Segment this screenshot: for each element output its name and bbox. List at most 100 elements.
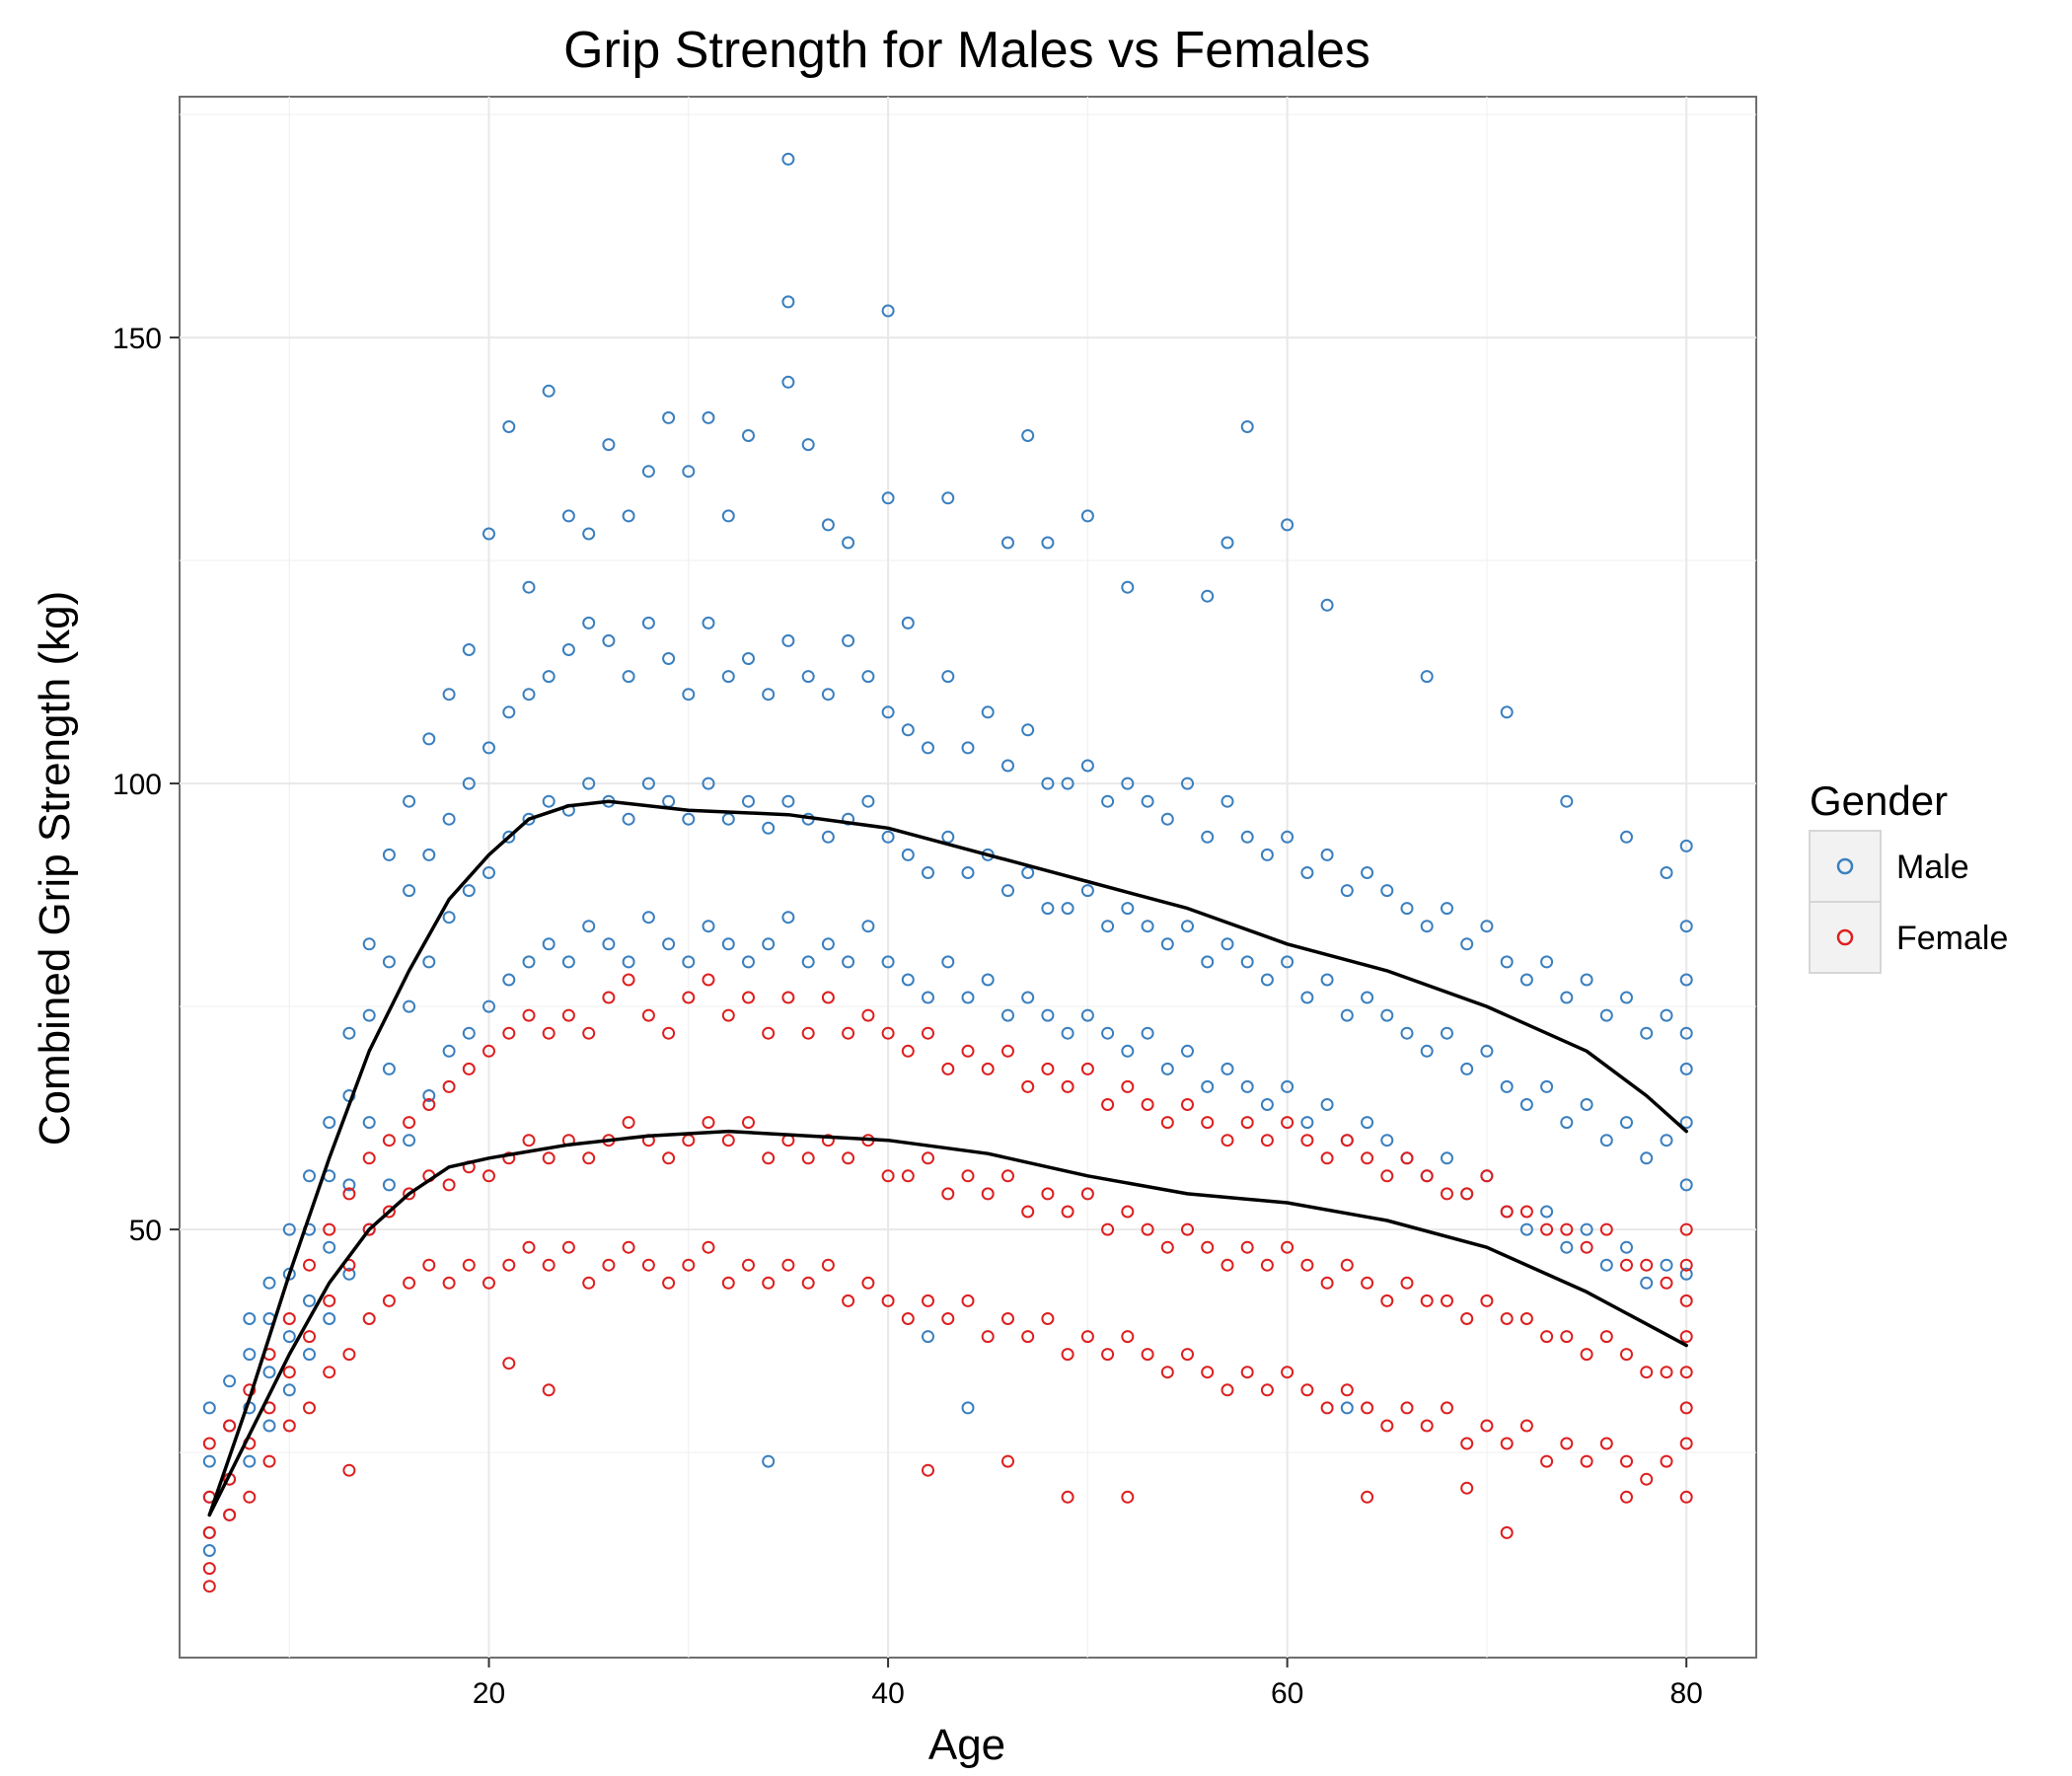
female-point-183 <box>1361 1401 1374 1415</box>
male-point-264 <box>1580 1098 1593 1111</box>
female-point-23 <box>342 1348 356 1362</box>
male-point-158 <box>961 1401 975 1415</box>
male-point-119 <box>781 633 795 647</box>
male-point-59 <box>482 741 495 755</box>
male-point-232 <box>1380 884 1394 898</box>
male-point-176 <box>1061 777 1074 790</box>
female-point-38 <box>422 1098 436 1111</box>
male-point-198 <box>1201 955 1215 969</box>
female-point-196 <box>1441 1401 1453 1415</box>
female-point-82 <box>702 973 715 987</box>
male-point-39 <box>382 955 396 969</box>
female-point-46 <box>482 1169 495 1183</box>
trend-lines <box>207 799 1688 1517</box>
female-point-41 <box>442 1079 456 1093</box>
female-point-158 <box>1181 1098 1194 1111</box>
female-point-175 <box>1300 1258 1314 1272</box>
female-point-48 <box>502 1258 516 1272</box>
male-point-87 <box>622 670 635 684</box>
male-point-118 <box>781 794 795 808</box>
male-point-184 <box>1121 1044 1135 1058</box>
male-point-40 <box>382 848 396 861</box>
male-point-4 <box>202 1544 216 1557</box>
male-point-230 <box>1380 1134 1394 1147</box>
male-point-108 <box>721 509 735 523</box>
female-point-154 <box>1160 1240 1174 1254</box>
female-point-217 <box>1560 1330 1574 1344</box>
male-point-256 <box>1540 1205 1554 1219</box>
female-point-218 <box>1560 1222 1574 1236</box>
male-point-49 <box>442 1044 456 1058</box>
female-point-18 <box>303 1330 316 1344</box>
female-point-125 <box>981 1062 995 1075</box>
female-point-169 <box>1260 1258 1274 1272</box>
male-point-254 <box>1519 1098 1533 1111</box>
female-point-136 <box>1061 1348 1074 1362</box>
female-point-79 <box>682 991 696 1004</box>
female-point-143 <box>1101 1348 1115 1362</box>
male-point-259 <box>1560 1240 1574 1254</box>
male-point-250 <box>1500 1079 1514 1093</box>
male-point-115 <box>762 688 776 702</box>
male-point-162 <box>1001 1008 1014 1022</box>
male-point-241 <box>1441 1026 1453 1040</box>
male-point-107 <box>721 670 735 684</box>
male-point-89 <box>641 911 655 925</box>
female-point-73 <box>641 1008 655 1022</box>
male-point-196 <box>1181 777 1194 790</box>
male-point-47 <box>422 848 436 861</box>
male-point-61 <box>502 973 516 987</box>
female-point-84 <box>721 1134 735 1147</box>
female-point-19 <box>303 1258 316 1272</box>
female-point-67 <box>602 991 616 1004</box>
female-point-0 <box>202 1525 216 1539</box>
male-point-9 <box>243 1454 257 1468</box>
male-point-277 <box>1660 1134 1673 1147</box>
female-point-112 <box>901 1044 915 1058</box>
male-point-12 <box>243 1312 257 1325</box>
male-point-268 <box>1599 1008 1613 1022</box>
male-point-279 <box>1660 866 1673 879</box>
y-tick-label-2: 150 <box>112 323 162 355</box>
male-point-65 <box>522 955 536 969</box>
legend-female-marker <box>1836 928 1854 946</box>
male-point-225 <box>1340 884 1354 898</box>
female-point-89 <box>762 1276 776 1290</box>
female-point-138 <box>1061 1079 1074 1093</box>
female-point-117 <box>941 1312 955 1325</box>
male-point-253 <box>1519 1222 1533 1236</box>
legend: Gender Male Female <box>1809 777 2008 974</box>
male-point-71 <box>542 670 555 684</box>
male-point-69 <box>542 937 555 951</box>
male-point-209 <box>1260 1098 1274 1111</box>
female-point-219 <box>1580 1454 1593 1468</box>
male-point-210 <box>1260 973 1274 987</box>
male-point-262 <box>1560 794 1574 808</box>
male-point-46 <box>422 955 436 969</box>
legend-male-marker <box>1836 857 1854 875</box>
male-point-197 <box>1201 1079 1215 1093</box>
female-point-179 <box>1320 1151 1334 1165</box>
female-point-5 <box>223 1508 237 1521</box>
female-point-223 <box>1599 1330 1613 1344</box>
male-point-121 <box>781 295 795 309</box>
female-point-32 <box>382 1134 396 1147</box>
female-point-198 <box>1441 1187 1453 1201</box>
male-point-276 <box>1660 1258 1673 1272</box>
male-point-244 <box>1460 1062 1474 1075</box>
male-point-187 <box>1121 580 1135 594</box>
female-point-156 <box>1181 1348 1194 1362</box>
female-point-147 <box>1121 1205 1135 1219</box>
female-point-59 <box>561 1240 575 1254</box>
male-point-99 <box>682 688 696 702</box>
female-point-96 <box>801 1151 815 1165</box>
male-point-261 <box>1560 991 1574 1004</box>
female-point-57 <box>542 1026 555 1040</box>
male-point-247 <box>1480 1044 1494 1058</box>
female-point-187 <box>1380 1419 1394 1433</box>
male-point-57 <box>482 999 495 1013</box>
female-point-65 <box>602 1258 616 1272</box>
female-point-64 <box>582 1026 596 1040</box>
female-point-115 <box>922 1026 934 1040</box>
male-point-102 <box>702 777 715 790</box>
